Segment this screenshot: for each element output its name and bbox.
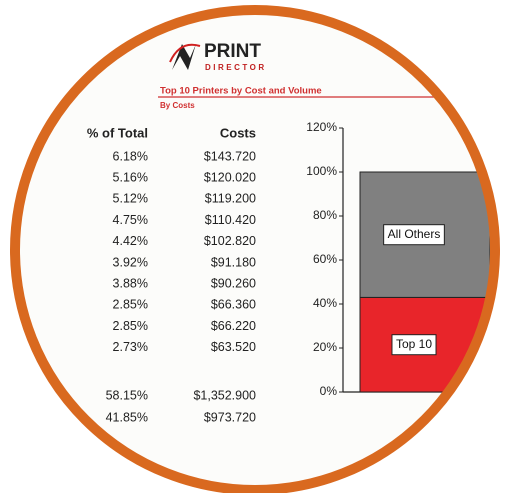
frame-ring bbox=[10, 5, 500, 493]
total-cell: $973.720 bbox=[204, 410, 256, 424]
table-cell: 3.88% bbox=[113, 276, 148, 290]
table-cell: $120.020 bbox=[204, 170, 256, 184]
y-tick-label: 40% bbox=[313, 296, 337, 310]
report-subtitle: By Costs bbox=[160, 101, 195, 110]
table-cell: $143.720 bbox=[204, 149, 256, 163]
total-cell: 41.85% bbox=[106, 410, 148, 424]
y-tick-label: 100% bbox=[306, 164, 337, 178]
y-tick-label: 60% bbox=[313, 252, 337, 266]
report-title: Top 10 Printers by Cost and Volume bbox=[160, 86, 322, 97]
y-tick-label: 80% bbox=[313, 208, 337, 222]
table-cell: 4.42% bbox=[113, 234, 148, 248]
logo: PRINT DIRECTOR bbox=[169, 41, 267, 72]
table-cell: 3.92% bbox=[113, 255, 148, 269]
segment-label: Top 10 bbox=[396, 337, 432, 351]
table-cell: 2.73% bbox=[113, 340, 148, 354]
table-cell: $66.360 bbox=[211, 298, 256, 312]
table-cell: 5.12% bbox=[113, 192, 148, 206]
table-cell: $110.420 bbox=[205, 213, 256, 227]
table-cell: $63.520 bbox=[211, 340, 256, 354]
logo-sub: DIRECTOR bbox=[205, 63, 267, 72]
total-cell: $1,352.900 bbox=[193, 388, 256, 402]
table-cell: 4.75% bbox=[113, 213, 148, 227]
table-cell: $66.220 bbox=[211, 319, 256, 333]
label-box bbox=[391, 334, 437, 356]
table-cell: 5.16% bbox=[113, 170, 148, 184]
total-cell: 58.15% bbox=[106, 388, 148, 402]
table-cell: 2.85% bbox=[113, 298, 148, 312]
label-box bbox=[383, 224, 445, 246]
table-cell: 6.18% bbox=[113, 149, 148, 163]
y-tick-label: 0% bbox=[320, 384, 338, 398]
segment-label: All Others bbox=[388, 227, 441, 241]
table-cell: $102.820 bbox=[204, 234, 256, 248]
logo-swoosh bbox=[169, 43, 201, 63]
table-cell: $91.180 bbox=[211, 255, 256, 269]
logo-name: PRINT bbox=[204, 41, 261, 62]
y-tick-label: 120% bbox=[306, 120, 337, 134]
column-header: % of Total bbox=[87, 125, 148, 140]
table-cell: 2.85% bbox=[113, 319, 148, 333]
y-tick-label: 20% bbox=[313, 340, 337, 354]
table-cell: $119.200 bbox=[205, 192, 256, 206]
table-cell: $90.260 bbox=[211, 276, 256, 290]
logo-icon bbox=[172, 44, 196, 70]
column-header: Costs bbox=[220, 125, 256, 140]
